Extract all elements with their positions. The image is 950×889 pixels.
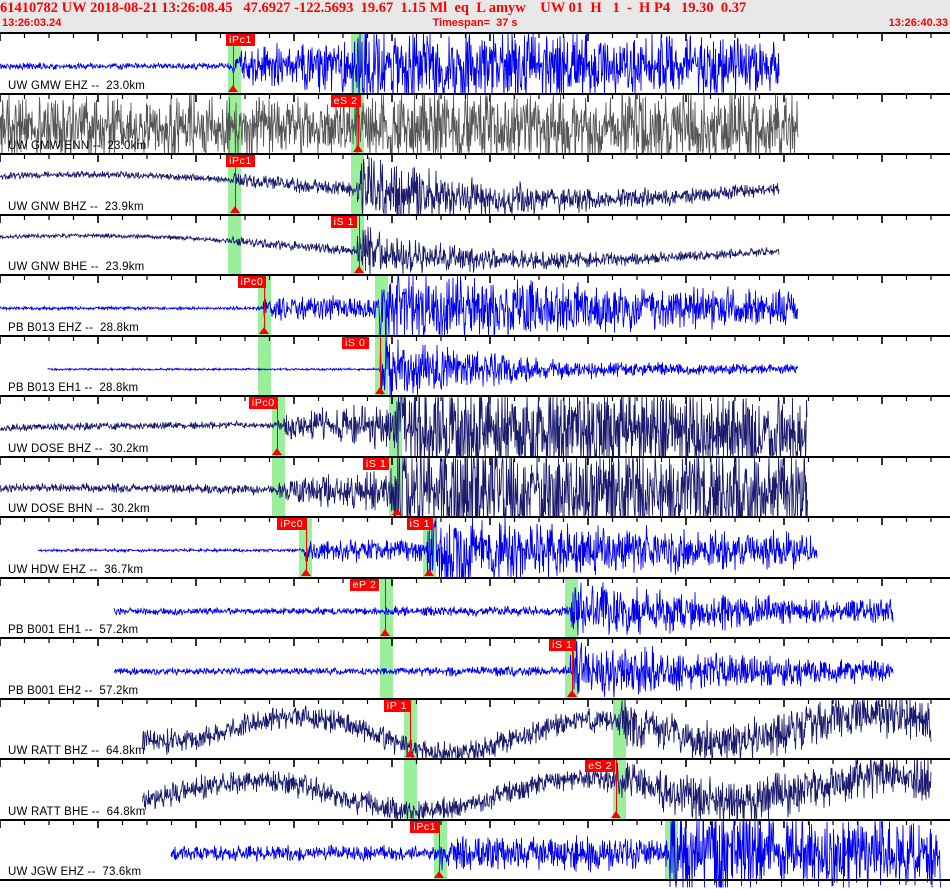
channel-label: UW RATT BHE -- 64.8km (8, 806, 146, 818)
channel-label: PB B001 EH2 -- 57.2km (8, 685, 138, 697)
waveform-trace (48, 337, 799, 403)
pick-label[interactable]: iPc1 (226, 155, 255, 167)
pick-label[interactable]: iS 0 (342, 337, 369, 349)
pick-line[interactable] (385, 579, 386, 637)
waveform-trace (143, 760, 932, 825)
bottom-axis-line (0, 879, 950, 881)
pick-label[interactable]: iS 1 (549, 639, 576, 651)
pick-marker-triangle (353, 145, 363, 152)
pick-label[interactable]: iPc1 (226, 34, 255, 46)
pick-marker-triangle (392, 508, 402, 515)
channel-label: UW HDW EHZ -- 36.7km (8, 564, 143, 576)
pick-line[interactable] (616, 760, 617, 818)
channel-label: UW DOSE BHZ -- 30.2km (8, 443, 149, 455)
pick-marker-triangle (434, 871, 444, 878)
pick-line[interactable] (359, 216, 360, 274)
pick-marker-triangle (567, 690, 577, 697)
channel-label: UW JGW EHZ -- 73.6km (8, 866, 141, 878)
pick-marker-triangle (259, 327, 269, 334)
waveform-trace (171, 821, 941, 888)
pick-marker-triangle (228, 85, 238, 92)
channel-label: UW GNW BHZ -- 23.9km (8, 201, 144, 213)
pick-marker-triangle (272, 448, 282, 455)
pick-marker-triangle (380, 629, 390, 636)
event-header: 61410782 UW 2018-08-21 13:26:08.45 47.69… (0, 0, 950, 32)
waveform-trace (114, 582, 893, 635)
channel-label: PB B001 EH1 -- 57.2km (8, 624, 138, 636)
window-end-time: 13:26:40.33 (889, 17, 948, 30)
pick-label[interactable]: iPc0 (249, 397, 278, 409)
waveform-trace (114, 641, 893, 697)
pick-line[interactable] (410, 700, 411, 758)
channel-label: UW GMW ENN -- 23.0km (8, 140, 146, 152)
channel-label: PB B013 EH1 -- 28.8km (8, 382, 138, 394)
pick-marker-triangle (230, 206, 240, 213)
pick-label[interactable]: iPc0 (277, 518, 306, 530)
pick-label[interactable]: iPc1 (410, 821, 439, 833)
pick-marker-triangle (424, 569, 434, 576)
trace-panel-stack[interactable]: iPc1 UW GMW EHZ -- 23.0km eS 2 UW GMW ENN -… (0, 32, 950, 880)
pick-line[interactable] (397, 458, 398, 516)
pick-marker-triangle (354, 266, 364, 273)
pick-label[interactable]: iP 1 (384, 700, 410, 712)
channel-label: PB B013 EHZ -- 28.8km (8, 322, 139, 334)
pick-label[interactable]: eS 2 (331, 95, 361, 107)
pick-marker-triangle (301, 569, 311, 576)
channel-label: UW RATT BHZ -- 64.8km (8, 745, 145, 757)
pick-label[interactable]: iS 1 (407, 518, 434, 530)
channel-label: UW DOSE BHN -- 30.2km (8, 503, 150, 515)
pick-line[interactable] (380, 337, 381, 395)
channel-label: UW GMW EHZ -- 23.0km (8, 80, 145, 92)
pick-label[interactable]: iS 1 (331, 216, 358, 228)
event-summary-line: 61410782 UW 2018-08-21 13:26:08.45 47.69… (0, 0, 950, 17)
waveform-trace (143, 700, 932, 764)
pick-marker-triangle (611, 811, 621, 818)
channel-label: UW GNW BHE -- 23.9km (8, 261, 144, 273)
pick-marker-triangle (375, 387, 385, 394)
pick-marker-triangle (405, 750, 415, 757)
pick-label[interactable]: eS 2 (585, 760, 615, 772)
pick-label[interactable]: iS 1 (363, 458, 390, 470)
pick-label[interactable]: iPc0 (238, 276, 267, 288)
timespan-label: Timespan= 37 s (0, 17, 950, 30)
pick-label[interactable]: eP 2 (350, 579, 380, 591)
